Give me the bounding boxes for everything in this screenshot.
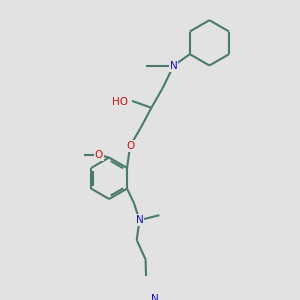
Text: HO: HO bbox=[112, 97, 127, 107]
Text: O: O bbox=[126, 141, 134, 151]
Text: N: N bbox=[136, 215, 143, 225]
Text: O: O bbox=[94, 150, 103, 160]
Text: N: N bbox=[169, 61, 177, 71]
Text: N: N bbox=[151, 294, 159, 300]
